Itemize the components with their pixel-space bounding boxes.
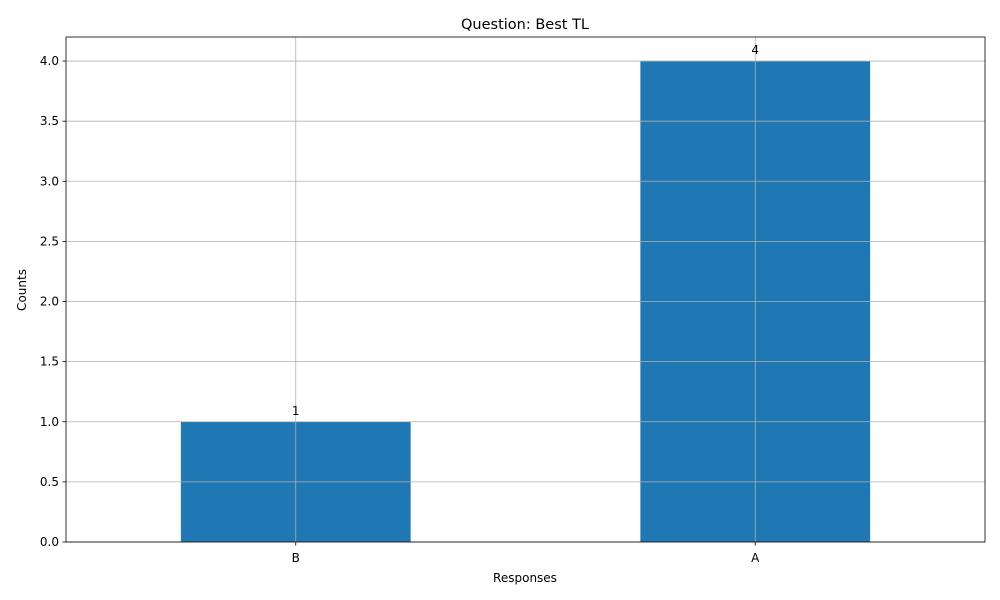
x-tick-label: A — [751, 551, 760, 565]
y-tick-label: 1.0 — [40, 415, 59, 429]
x-tick-label: B — [292, 551, 300, 565]
y-tick-label: 0.0 — [40, 535, 59, 549]
chart-title: Question: Best TL — [461, 17, 589, 33]
x-axis-label: Responses — [493, 571, 557, 585]
y-tick-label: 2.5 — [40, 234, 59, 248]
y-tick-label: 3.5 — [40, 114, 59, 128]
plot-frame — [65, 36, 986, 543]
y-tick-label: 0.5 — [40, 475, 59, 489]
data-label: 4 — [751, 43, 759, 57]
y-tick-label: 2.0 — [40, 295, 59, 309]
grid-layer — [66, 37, 985, 543]
data-label: 1 — [292, 404, 300, 418]
axes-layer — [62, 36, 986, 546]
y-tick-label: 1.5 — [40, 355, 59, 369]
labels-layer: 0.0 0.5 1.0 1.5 2.0 2.5 3.0 3.5 4.0 B A 1 4 — [40, 43, 760, 565]
y-axis-label: Counts — [15, 269, 29, 311]
y-tick-label: 3.0 — [40, 174, 59, 188]
y-tick-label: 4.0 — [40, 54, 59, 68]
